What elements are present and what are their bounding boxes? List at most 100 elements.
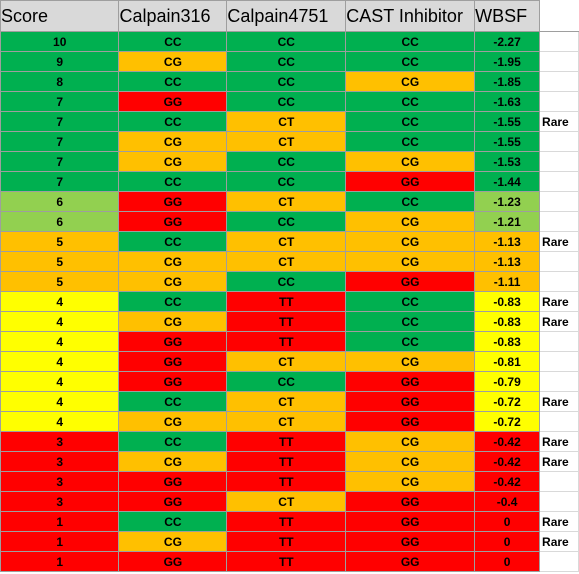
calpain316-cell[interactable]: CG xyxy=(118,411,228,432)
cast-inhibitor-cell[interactable]: GG xyxy=(345,411,476,432)
cast-inhibitor-cell[interactable]: GG xyxy=(345,271,476,292)
score-cell[interactable]: 1 xyxy=(0,511,120,532)
header-calpain4751[interactable]: Calpain4751 xyxy=(226,0,347,32)
cast-inhibitor-cell[interactable]: GG xyxy=(345,551,476,572)
calpain316-cell[interactable]: GG xyxy=(118,471,228,492)
calpain4751-cell[interactable]: CT xyxy=(226,111,347,132)
score-cell[interactable]: 1 xyxy=(0,551,120,572)
rarity-note-cell[interactable] xyxy=(539,251,579,272)
score-cell[interactable]: 4 xyxy=(0,411,120,432)
header-wbsf[interactable]: WBSF xyxy=(474,0,541,32)
cast-inhibitor-cell[interactable]: GG xyxy=(345,171,476,192)
rarity-note-cell[interactable] xyxy=(539,331,579,352)
rarity-note-cell[interactable]: Rare xyxy=(539,451,579,472)
cast-inhibitor-cell[interactable]: CC xyxy=(345,331,476,352)
cast-inhibitor-cell[interactable]: CC xyxy=(345,311,476,332)
calpain4751-cell[interactable]: TT xyxy=(226,291,347,312)
cast-inhibitor-cell[interactable]: CC xyxy=(345,111,476,132)
cast-inhibitor-cell[interactable]: GG xyxy=(345,391,476,412)
rarity-note-cell[interactable] xyxy=(539,71,579,92)
calpain4751-cell[interactable]: CT xyxy=(226,391,347,412)
score-cell[interactable]: 10 xyxy=(0,31,120,52)
cast-inhibitor-cell[interactable]: CC xyxy=(345,191,476,212)
calpain4751-cell[interactable]: CC xyxy=(226,151,347,172)
score-cell[interactable]: 5 xyxy=(0,271,120,292)
calpain316-cell[interactable]: CC xyxy=(118,231,228,252)
calpain4751-cell[interactable]: CT xyxy=(226,131,347,152)
rarity-note-cell[interactable]: Rare xyxy=(539,311,579,332)
calpain316-cell[interactable]: CG xyxy=(118,531,228,552)
calpain4751-cell[interactable]: CC xyxy=(226,271,347,292)
cast-inhibitor-cell[interactable]: CC xyxy=(345,51,476,72)
calpain4751-cell[interactable]: CC xyxy=(226,211,347,232)
wbsf-cell[interactable]: -1.85 xyxy=(474,71,541,92)
wbsf-cell[interactable]: -0.4 xyxy=(474,491,541,512)
cast-inhibitor-cell[interactable]: CC xyxy=(345,131,476,152)
wbsf-cell[interactable]: -0.83 xyxy=(474,291,541,312)
calpain316-cell[interactable]: CG xyxy=(118,251,228,272)
rarity-note-cell[interactable]: Rare xyxy=(539,531,579,552)
wbsf-cell[interactable]: 0 xyxy=(474,511,541,532)
calpain4751-cell[interactable]: CT xyxy=(226,191,347,212)
rarity-note-cell[interactable] xyxy=(539,491,579,512)
calpain316-cell[interactable]: CG xyxy=(118,151,228,172)
calpain4751-cell[interactable]: CT xyxy=(226,491,347,512)
wbsf-cell[interactable]: -1.11 xyxy=(474,271,541,292)
calpain4751-cell[interactable]: TT xyxy=(226,471,347,492)
score-cell[interactable]: 8 xyxy=(0,71,120,92)
cast-inhibitor-cell[interactable]: CG xyxy=(345,151,476,172)
cast-inhibitor-cell[interactable]: CG xyxy=(345,351,476,372)
cast-inhibitor-cell[interactable]: CG xyxy=(345,231,476,252)
wbsf-cell[interactable]: -1.63 xyxy=(474,91,541,112)
calpain316-cell[interactable]: CC xyxy=(118,171,228,192)
rarity-note-cell[interactable] xyxy=(539,191,579,212)
score-cell[interactable]: 3 xyxy=(0,451,120,472)
wbsf-cell[interactable]: -1.21 xyxy=(474,211,541,232)
cast-inhibitor-cell[interactable]: GG xyxy=(345,511,476,532)
calpain4751-cell[interactable]: TT xyxy=(226,451,347,472)
cast-inhibitor-cell[interactable]: GG xyxy=(345,371,476,392)
calpain4751-cell[interactable]: CC xyxy=(226,91,347,112)
calpain316-cell[interactable]: GG xyxy=(118,91,228,112)
wbsf-cell[interactable]: 0 xyxy=(474,531,541,552)
score-cell[interactable]: 4 xyxy=(0,291,120,312)
header-calpain316[interactable]: Calpain316 xyxy=(118,0,228,32)
wbsf-cell[interactable]: -2.27 xyxy=(474,31,541,52)
cast-inhibitor-cell[interactable]: CG xyxy=(345,431,476,452)
score-cell[interactable]: 7 xyxy=(0,111,120,132)
header-note[interactable] xyxy=(539,0,579,32)
wbsf-cell[interactable]: -0.42 xyxy=(474,451,541,472)
calpain316-cell[interactable]: GG xyxy=(118,351,228,372)
calpain316-cell[interactable]: GG xyxy=(118,211,228,232)
rarity-note-cell[interactable] xyxy=(539,351,579,372)
calpain4751-cell[interactable]: CC xyxy=(226,51,347,72)
cast-inhibitor-cell[interactable]: GG xyxy=(345,531,476,552)
score-cell[interactable]: 4 xyxy=(0,331,120,352)
rarity-note-cell[interactable] xyxy=(539,171,579,192)
calpain4751-cell[interactable]: CT xyxy=(226,231,347,252)
cast-inhibitor-cell[interactable]: CG xyxy=(345,251,476,272)
calpain316-cell[interactable]: GG xyxy=(118,371,228,392)
rarity-note-cell[interactable] xyxy=(539,51,579,72)
calpain316-cell[interactable]: CG xyxy=(118,51,228,72)
calpain4751-cell[interactable]: CC xyxy=(226,31,347,52)
calpain4751-cell[interactable]: CT xyxy=(226,251,347,272)
rarity-note-cell[interactable] xyxy=(539,91,579,112)
calpain4751-cell[interactable]: TT xyxy=(226,311,347,332)
calpain316-cell[interactable]: CC xyxy=(118,111,228,132)
wbsf-cell[interactable]: -0.79 xyxy=(474,371,541,392)
rarity-note-cell[interactable] xyxy=(539,151,579,172)
rarity-note-cell[interactable]: Rare xyxy=(539,111,579,132)
cast-inhibitor-cell[interactable]: CG xyxy=(345,71,476,92)
calpain316-cell[interactable]: CC xyxy=(118,291,228,312)
calpain4751-cell[interactable]: CC xyxy=(226,71,347,92)
wbsf-cell[interactable]: -0.72 xyxy=(474,391,541,412)
calpain316-cell[interactable]: GG xyxy=(118,331,228,352)
wbsf-cell[interactable]: 0 xyxy=(474,551,541,572)
calpain4751-cell[interactable]: TT xyxy=(226,531,347,552)
score-cell[interactable]: 6 xyxy=(0,211,120,232)
cast-inhibitor-cell[interactable]: CC xyxy=(345,31,476,52)
score-cell[interactable]: 7 xyxy=(0,131,120,152)
cast-inhibitor-cell[interactable]: GG xyxy=(345,491,476,512)
score-cell[interactable]: 5 xyxy=(0,231,120,252)
